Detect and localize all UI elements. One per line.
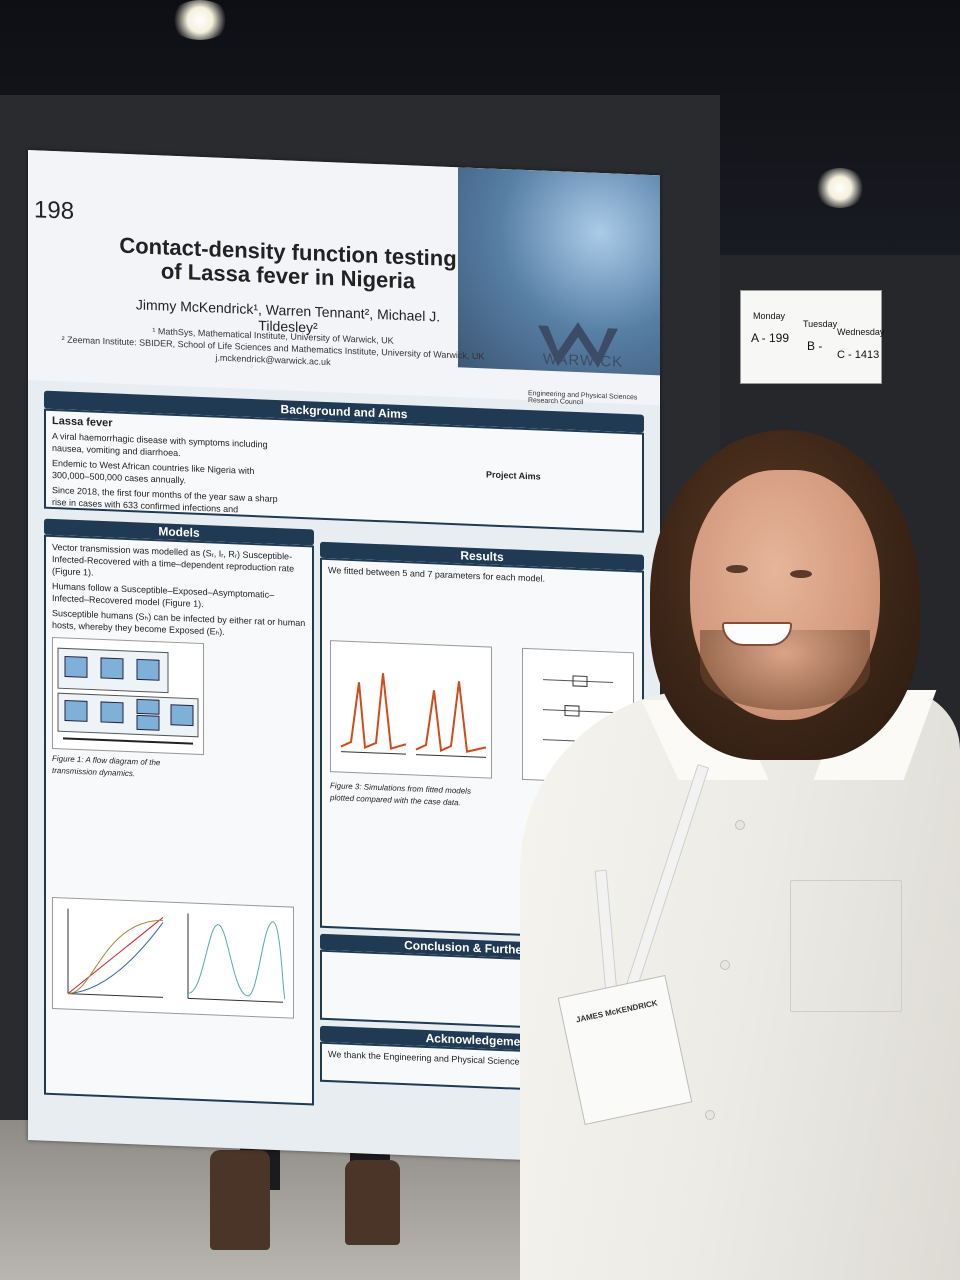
ceiling-light (170, 0, 230, 40)
results-intro: We fitted between 5 and 7 parameters for… (328, 565, 545, 584)
shirt-pocket (790, 880, 902, 1012)
right-eye (790, 570, 812, 578)
left-eye (726, 565, 748, 573)
white-shirt (520, 690, 960, 1280)
ceiling-light (815, 168, 865, 208)
warwick-logo-icon (538, 322, 618, 368)
poster-number: 198 (34, 196, 75, 225)
research-poster: 198 Contact-density function testing of … (28, 150, 660, 1166)
shirt-button (705, 1110, 715, 1120)
models-panel: Vector transmission was modelled as (Sᵣ,… (44, 534, 314, 1106)
flow-diagram-icon (57, 647, 199, 745)
session-label-card: Monday A - 199 Tuesday B - Wednesday C -… (740, 290, 885, 384)
contact-density-chart (52, 896, 294, 1019)
beard (700, 630, 870, 710)
smile (722, 622, 792, 646)
figure1-caption: Figure 1: A flow diagram of the transmis… (52, 753, 161, 779)
badge-name: JAMES McKENDRICK (575, 998, 659, 1025)
simulation-chart-icon (340, 673, 487, 758)
rack-code: C - 1413 (837, 349, 880, 361)
shirt-button (735, 820, 745, 830)
simulation-chart (330, 640, 492, 779)
rack-day: Wednesday (837, 327, 885, 337)
models-bullet: Vector transmission was modelled as (Sᵣ,… (52, 541, 295, 578)
visitor-boot (210, 1150, 270, 1250)
rack-day: Monday (753, 311, 786, 321)
chart-lines-icon (67, 908, 286, 1003)
project-aims-heading: Project Aims (486, 469, 541, 482)
rack-code: B - (807, 339, 823, 353)
figure3-caption: Figure 3: Simulations from fitted models… (330, 781, 471, 808)
rack-day: Tuesday (803, 319, 838, 329)
shirt-button (720, 960, 730, 970)
flow-diagram (52, 636, 204, 756)
rack-code: A - 199 (751, 331, 790, 345)
visitor-boot (345, 1160, 400, 1245)
